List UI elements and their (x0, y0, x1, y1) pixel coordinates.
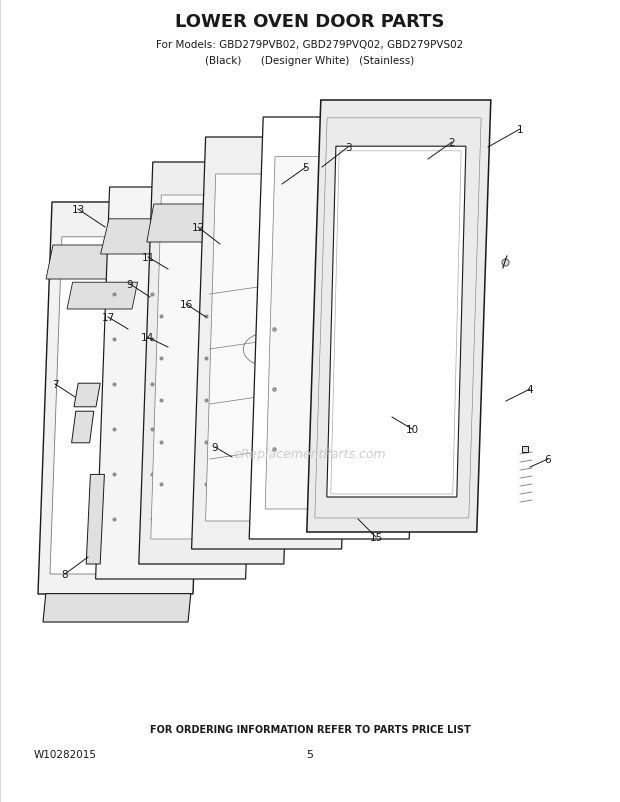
Polygon shape (71, 411, 94, 444)
Polygon shape (206, 175, 338, 521)
Polygon shape (192, 138, 356, 549)
Text: FOR ORDERING INFORMATION REFER TO PARTS PRICE LIST: FOR ORDERING INFORMATION REFER TO PARTS … (149, 724, 471, 734)
Text: 10: 10 (405, 424, 419, 435)
Text: 15: 15 (370, 533, 383, 542)
Text: 13: 13 (71, 205, 84, 215)
Text: 9: 9 (126, 280, 133, 290)
Text: 4: 4 (526, 384, 533, 395)
Polygon shape (43, 593, 191, 622)
Text: 16: 16 (179, 300, 193, 310)
Text: 7: 7 (51, 379, 58, 390)
Polygon shape (265, 157, 403, 509)
Polygon shape (46, 245, 192, 280)
Polygon shape (327, 147, 466, 497)
Text: 17: 17 (102, 313, 115, 322)
Polygon shape (86, 475, 104, 565)
Text: 1: 1 (516, 125, 523, 135)
Polygon shape (307, 101, 491, 533)
Text: 11: 11 (141, 253, 154, 263)
Polygon shape (249, 118, 423, 539)
Text: eReplacementParts.com: eReplacementParts.com (234, 448, 386, 461)
Polygon shape (151, 196, 282, 539)
Text: 14: 14 (140, 333, 154, 342)
Polygon shape (139, 163, 298, 565)
Text: 8: 8 (61, 569, 68, 579)
Polygon shape (147, 205, 283, 243)
Text: 12: 12 (192, 223, 205, 233)
Polygon shape (100, 220, 249, 255)
Polygon shape (67, 283, 138, 310)
Text: 5: 5 (306, 749, 314, 759)
Polygon shape (50, 237, 193, 574)
Text: For Models: GBD279PVB02, GBD279PVQ02, GBD279PVS02: For Models: GBD279PVB02, GBD279PVQ02, GB… (156, 40, 464, 50)
Text: W10282015: W10282015 (33, 749, 97, 759)
Polygon shape (38, 203, 207, 594)
Text: (Black)      (Designer White)   (Stainless): (Black) (Designer White) (Stainless) (205, 56, 415, 66)
Polygon shape (74, 383, 100, 407)
Text: 9: 9 (211, 443, 218, 452)
Polygon shape (95, 188, 260, 579)
Text: 3: 3 (345, 143, 352, 153)
Text: 6: 6 (545, 455, 551, 464)
Text: 2: 2 (449, 138, 455, 148)
Text: 5: 5 (303, 163, 309, 172)
Text: LOWER OVEN DOOR PARTS: LOWER OVEN DOOR PARTS (175, 13, 445, 31)
